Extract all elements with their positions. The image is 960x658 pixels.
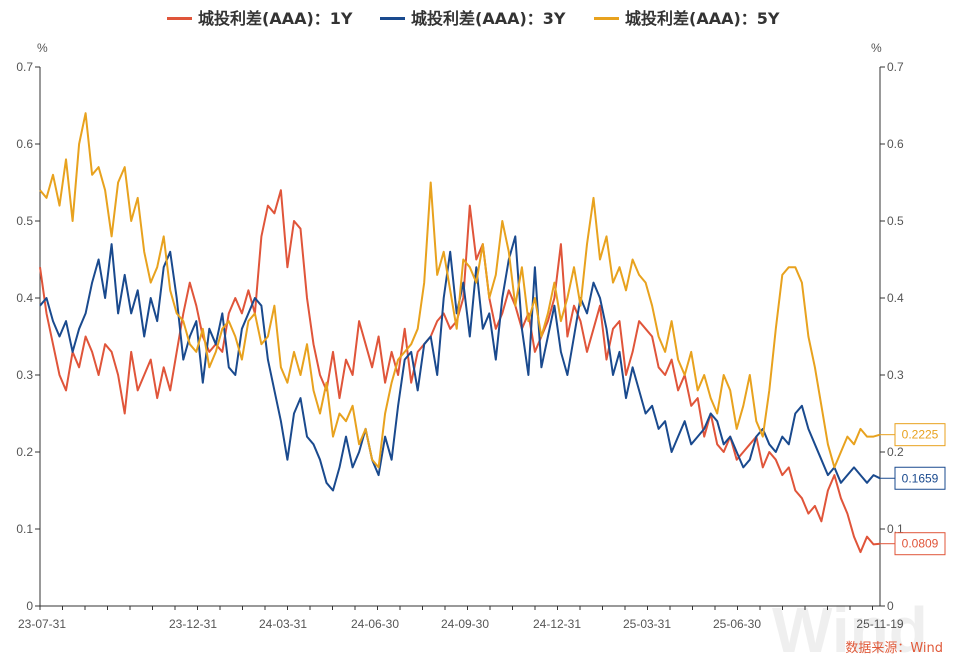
series-line-3y — [39, 112, 881, 469]
end-label-0: 0.0809 — [880, 532, 946, 556]
series-line-2y — [39, 235, 881, 492]
y-tick-label-right: 0.6 — [887, 137, 904, 151]
x-tick-label: 24-12-31 — [533, 617, 581, 631]
axes: 0 00.1 0.10.2 0.20.3 0.30.4 0.40.5 0.50.6 0.60.… — [16, 60, 904, 631]
x-tick-label: 25-03-31 — [623, 617, 671, 631]
series-line-1y — [39, 189, 881, 554]
y-unit-left: % — [37, 41, 48, 55]
y-tick-label-left: 0.5 — [16, 214, 33, 228]
legend-swatch — [167, 17, 192, 20]
x-tick-label: 23-07-31 — [18, 617, 66, 631]
legend-item[interactable]: 城投利差(AAA)：1Y — [167, 9, 353, 28]
series-layer — [39, 112, 881, 554]
y-tick-label-left: 0.1 — [16, 522, 33, 536]
y-tick-label-right: 0.2 — [887, 445, 904, 459]
y-tick-label-left: 0.6 — [16, 137, 33, 151]
y-tick-label-right: 0.5 — [887, 214, 904, 228]
y-tick-label-left: 0 — [26, 599, 33, 613]
end-label-value: 0.2225 — [902, 428, 939, 442]
legend-swatch — [380, 17, 405, 20]
x-tick-label: 25-06-30 — [713, 617, 761, 631]
legend-item[interactable]: 城投利差(AAA)：5Y — [594, 9, 780, 28]
watermark: Wind — [772, 594, 928, 658]
x-tick-label: 23-12-31 — [169, 617, 217, 631]
x-tick-label: 24-03-31 — [259, 617, 307, 631]
end-label-value: 0.1659 — [902, 471, 939, 485]
x-tick-label: 25-11-19 — [856, 617, 903, 631]
legend-label: 城投利差(AAA)：1Y — [198, 9, 353, 28]
x-tick-label: 24-06-30 — [351, 617, 399, 631]
legend-label: 城投利差(AAA)：3Y — [411, 9, 566, 28]
legend-label: 城投利差(AAA)：5Y — [625, 9, 780, 28]
end-label-2: 0.2225 — [880, 423, 946, 447]
end-label-value: 0.0809 — [902, 537, 939, 551]
source-note: 数据来源：Wind — [845, 641, 943, 656]
legend-item[interactable]: 城投利差(AAA)：3Y — [380, 9, 566, 28]
y-tick-label-right: 0.4 — [887, 291, 904, 305]
y-tick-label-right: 0.3 — [887, 368, 904, 382]
y-tick-label-right: 0 — [887, 599, 894, 613]
y-tick-label-right: 0.7 — [887, 60, 904, 74]
y-tick-label-left: 0.7 — [16, 60, 33, 74]
y-unit-right: % — [871, 41, 882, 55]
y-tick-label-left: 0.4 — [16, 291, 33, 305]
legend-swatch — [594, 17, 619, 20]
end-labels: 0.0809 0.1659 0.2225 — [880, 423, 946, 556]
y-tick-label-left: 0.3 — [16, 368, 33, 382]
end-label-1: 0.1659 — [880, 466, 946, 490]
x-tick-label: 24-09-30 — [441, 617, 489, 631]
legend[interactable]: 城投利差(AAA)：1Y 城投利差(AAA)：3Y 城投利差(AAA)：5Y — [167, 9, 780, 28]
y-tick-label-left: 0.2 — [16, 445, 33, 459]
